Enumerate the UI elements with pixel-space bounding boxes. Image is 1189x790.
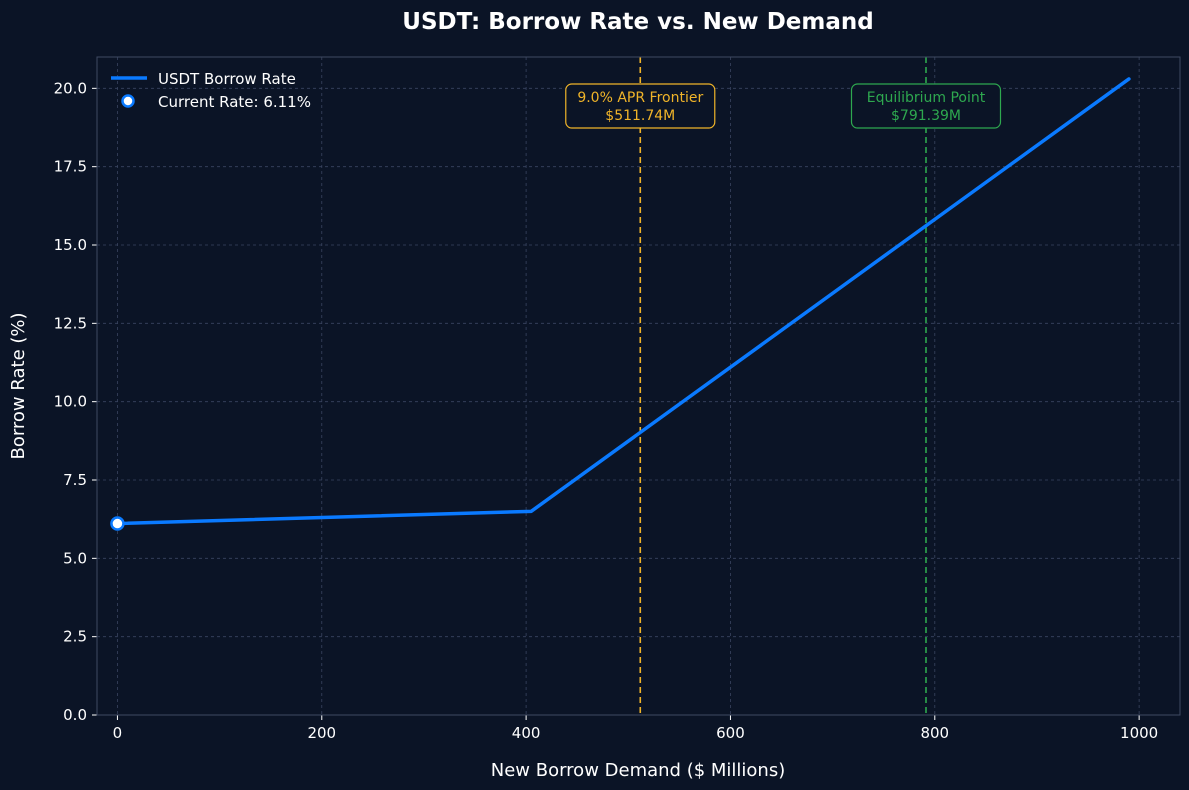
y-tick-label: 5.0 [63, 549, 87, 567]
y-axis-label: Borrow Rate (%) [8, 312, 29, 459]
annotation-title: Equilibrium Point [867, 90, 986, 106]
y-tick-label: 7.5 [63, 471, 87, 489]
annotation-frame [850, 83, 1002, 129]
current-rate-marker [110, 516, 125, 531]
legend-current-label: Current Rate: 6.11% [158, 93, 311, 111]
y-tick-label: 2.5 [63, 628, 87, 646]
y-tick-label: 15.0 [54, 236, 87, 254]
grid [97, 57, 1180, 716]
ticks: 0 200 400 600 800 1000 0.0 2.5 5.0 7.5 10.0 12.5 15.… [54, 79, 1159, 742]
x-tick-label: 400 [512, 724, 541, 742]
y-tick-label: 17.5 [54, 158, 87, 176]
x-axis-label: New Borrow Demand ($ Millions) [491, 760, 786, 781]
x-tick-label: 600 [716, 724, 745, 742]
series-layer [110, 77, 1131, 531]
y-tick-label: 0.0 [63, 706, 87, 724]
annotation-box: Equilibrium Point $791.39M [850, 83, 1002, 129]
y-tick-label: 10.0 [54, 393, 87, 411]
plot-frame [96, 56, 1181, 716]
x-tick-label: 200 [307, 724, 336, 742]
y-tick-label: 12.5 [54, 314, 87, 332]
annotations: 9.0% APR Frontier $511.74M Equilibrium Poi… [565, 57, 1002, 715]
legend-marker-swatch [121, 94, 135, 108]
x-tick-label: 0 [113, 724, 123, 742]
x-tick-label: 800 [920, 724, 949, 742]
annotation-frame [565, 83, 716, 129]
legend-series-label: USDT Borrow Rate [158, 70, 296, 88]
x-tick-label: 1000 [1120, 724, 1158, 742]
annotation-value: $511.74M [605, 108, 675, 124]
chart-title: USDT: Borrow Rate vs. New Demand [402, 9, 873, 35]
y-tick-label: 20.0 [54, 79, 87, 97]
series-line-usdt-borrow-rate [115, 77, 1131, 526]
annotation-value: $791.39M [891, 108, 961, 124]
annotation-box: 9.0% APR Frontier $511.74M [565, 83, 716, 129]
legend: USDT Borrow Rate Current Rate: 6.11% [111, 70, 311, 111]
annotation-title: 9.0% APR Frontier [577, 90, 703, 106]
